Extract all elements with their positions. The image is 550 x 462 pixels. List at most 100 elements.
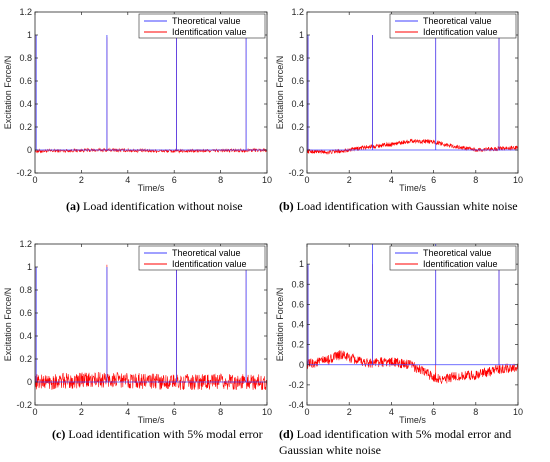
- y-tick-label: 1: [27, 262, 32, 272]
- x-tick-label: 0: [304, 175, 309, 185]
- y-tick-label: 1: [299, 30, 304, 40]
- identification-value-line: [307, 264, 518, 384]
- plot-area: [307, 244, 518, 405]
- identification-value-line: [307, 34, 518, 155]
- x-tick-label: 4: [125, 175, 130, 185]
- plot-area: [35, 12, 267, 173]
- y-tick-label: 0: [27, 145, 32, 155]
- x-tick-label: 2: [79, 175, 84, 185]
- x-tick-label: 0: [304, 407, 309, 417]
- caption-d-text: Load identification with 5% modal error …: [296, 427, 512, 441]
- y-tick-label: 0: [299, 145, 304, 155]
- y-tick-label: 0: [27, 377, 32, 387]
- chart-panel-b: -0.200.20.40.60.811.20 2 4 6 8 10Time/sExcita…: [275, 7, 523, 193]
- legend-entry: Identification value: [423, 259, 498, 269]
- y-tick-label: -0.2: [16, 168, 32, 178]
- legend-entry: Theoretical value: [423, 248, 492, 258]
- caption-c-label: (c): [52, 427, 66, 441]
- axes-box: [306, 11, 519, 174]
- caption-b-text: Load identification with Gaussian white …: [296, 199, 518, 213]
- x-tick-label: 10: [262, 175, 272, 185]
- y-axis-label: Excitation Force/N: [3, 56, 13, 130]
- identification-value-line: [35, 34, 267, 154]
- y-tick-label: 0.8: [19, 53, 32, 63]
- x-axis-label: Time/s: [138, 183, 165, 193]
- x-axis-label: Time/s: [138, 415, 165, 425]
- legend-entry: Theoretical value: [172, 16, 241, 26]
- y-tick-label: 1.2: [291, 7, 304, 17]
- y-tick-label: 0: [299, 360, 304, 370]
- y-tick-label: 0.6: [19, 308, 32, 318]
- legend-entry: Identification value: [423, 27, 498, 37]
- caption-a: (a) Load identification without noise: [66, 199, 243, 213]
- y-tick-label: 0.4: [291, 320, 304, 330]
- caption-d-line-2: Gaussian white noise: [279, 443, 381, 457]
- chart-panel-a: -0.200.20.40.60.811.20 2 4 6 8 10Time/sExcita…: [3, 7, 272, 193]
- legend-entry: Identification value: [172, 27, 247, 37]
- y-tick-label: 0.6: [291, 76, 304, 86]
- x-tick-label: 0: [32, 175, 37, 185]
- x-tick-label: 6: [431, 175, 436, 185]
- y-tick-label: 0.2: [291, 122, 304, 132]
- y-tick-label: 0.6: [291, 299, 304, 309]
- axes-box: [34, 243, 268, 406]
- caption-c: (c) Load identification with 5% modal er…: [52, 427, 263, 441]
- x-tick-label: 8: [218, 175, 223, 185]
- y-tick-label: -0.4: [288, 400, 304, 410]
- y-tick-label: 1: [27, 30, 32, 40]
- y-axis-label: Excitation Force/N: [275, 56, 285, 130]
- caption-b: (b) Load identification with Gaussian wh…: [279, 199, 518, 213]
- chart-panel-c: -0.200.20.40.60.811.20 2 4 6 8 10Time/sExcita…: [3, 239, 272, 425]
- x-tick-label: 6: [172, 175, 177, 185]
- y-tick-label: 0.8: [291, 53, 304, 63]
- y-axis-label: Excitation Force/N: [275, 288, 285, 362]
- x-tick-label: 8: [218, 407, 223, 417]
- y-tick-label: -0.2: [288, 168, 304, 178]
- x-tick-label: 2: [347, 407, 352, 417]
- x-tick-label: 10: [262, 407, 272, 417]
- y-tick-label: 1.2: [19, 7, 32, 17]
- legend-box: [138, 13, 266, 39]
- legend-entry: Theoretical value: [172, 248, 241, 258]
- axes-box: [34, 11, 268, 174]
- y-tick-label: 0.2: [19, 354, 32, 364]
- chart-panel-d: -0.4-0.200.20.40.60.810 2 4 6 8 10Time/sExcit…: [275, 243, 523, 425]
- caption-a-text: Load identification without noise: [83, 199, 243, 213]
- y-tick-label: 0.2: [19, 122, 32, 132]
- x-tick-label: 8: [473, 175, 478, 185]
- x-tick-label: 4: [389, 407, 394, 417]
- caption-d-label: (d): [279, 427, 294, 441]
- y-tick-label: 0.6: [19, 76, 32, 86]
- x-tick-label: 2: [79, 407, 84, 417]
- y-tick-label: -0.2: [16, 400, 32, 410]
- y-tick-label: 0.4: [19, 331, 32, 341]
- caption-b-label: (b): [279, 199, 294, 213]
- legend-entry: Theoretical value: [423, 16, 492, 26]
- y-tick-label: -0.2: [288, 380, 304, 390]
- plot-area: [307, 12, 518, 173]
- x-tick-label: 10: [513, 175, 523, 185]
- x-tick-label: 6: [431, 407, 436, 417]
- y-axis-label: Excitation Force/N: [3, 288, 13, 362]
- x-axis-label: Time/s: [399, 183, 426, 193]
- x-tick-label: 4: [125, 407, 130, 417]
- x-tick-label: 0: [32, 407, 37, 417]
- x-tick-label: 2: [347, 175, 352, 185]
- y-tick-label: 0.4: [19, 99, 32, 109]
- x-tick-label: 10: [513, 407, 523, 417]
- x-axis-label: Time/s: [399, 415, 426, 425]
- legend-box: [389, 13, 517, 39]
- x-tick-label: 8: [473, 407, 478, 417]
- caption-c-text: Load identification with 5% modal error: [68, 427, 263, 441]
- caption-d-text-2: Gaussian white noise: [279, 443, 381, 457]
- legend-box: [389, 245, 517, 271]
- y-tick-label: 0.8: [19, 285, 32, 295]
- caption-a-label: (a): [66, 199, 80, 213]
- y-tick-label: 0.4: [291, 99, 304, 109]
- x-tick-label: 6: [172, 407, 177, 417]
- legend-box: [138, 245, 266, 271]
- y-tick-label: 0.2: [291, 340, 304, 350]
- caption-d: (d) Load identification with 5% modal er…: [279, 427, 511, 441]
- y-tick-label: 0.8: [291, 279, 304, 289]
